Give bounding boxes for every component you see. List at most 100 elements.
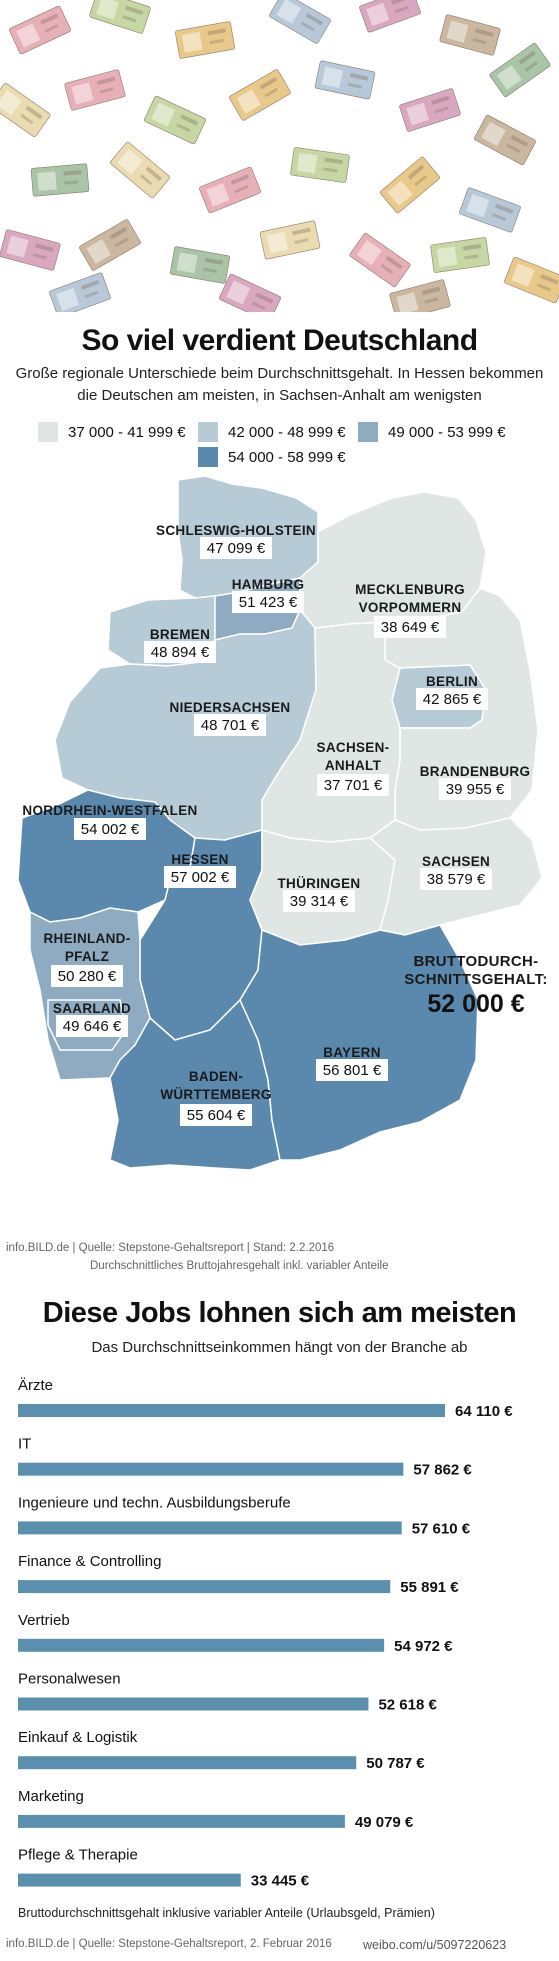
banknote: [290, 147, 350, 183]
banknote: [64, 69, 126, 111]
hero-banknotes-image: [0, 0, 559, 312]
value-box: [200, 537, 272, 559]
legend-swatch-3: [358, 422, 378, 442]
job-category-label: Pflege & Therapie: [18, 1847, 138, 1864]
banknote: [474, 114, 536, 166]
legend-swatch-2: [198, 422, 218, 442]
job-bar-row: Einkauf & Logistik 50 787 €: [18, 1729, 425, 1772]
state-name: BRANDENBURG: [420, 764, 531, 779]
value-box: [317, 774, 389, 796]
jobs-footnote: Bruttodurchschnittsgehalt inklusive vari…: [18, 1906, 435, 1920]
state-name: HESSEN: [171, 852, 228, 867]
value-box: [194, 714, 266, 736]
banknote: [439, 14, 501, 56]
banknote: [504, 256, 559, 304]
value-box: [51, 965, 123, 987]
job-bar: [18, 1814, 345, 1828]
state-shapes: [17, 475, 543, 1171]
legend-item-4: 54 000 - 58 999 €: [198, 447, 346, 467]
map-source-line-2: Durchschnittliches Bruttojahresgehalt in…: [90, 1260, 389, 1272]
state-label: BADEN- WÜRTTEMBERG 55 604 €: [160, 1069, 271, 1126]
state-label: HAMBURG 51 423 €: [232, 577, 305, 613]
state-label: RHEINLAND- PFALZ 50 280 €: [44, 931, 131, 987]
page-title: So viel verdient Deutschland: [81, 324, 478, 357]
banknote: [380, 156, 440, 214]
banknote: [489, 42, 551, 98]
state-value: 49 646 €: [63, 1018, 122, 1035]
banknote: [259, 220, 321, 260]
state-value: 37 701 €: [324, 777, 383, 794]
legend-item-1: 37 000 - 41 999 €: [38, 422, 186, 442]
state-value: 56 801 €: [323, 1062, 382, 1079]
legend-swatch-1: [38, 422, 58, 442]
state-label: SAARLAND 49 646 €: [53, 1001, 131, 1037]
job-category-label: Personalwesen: [18, 1671, 121, 1688]
state-name: RHEINLAND-: [44, 931, 131, 946]
legend-item-2: 42 000 - 48 999 €: [198, 422, 346, 442]
state-name: SCHLESWIG-HOLSTEIN: [156, 523, 316, 538]
banknote: [79, 219, 141, 271]
state-value: 51 423 €: [239, 594, 298, 611]
job-category-label: IT: [18, 1436, 31, 1453]
state-label: SACHSEN 38 579 €: [420, 854, 492, 890]
banknote: [175, 21, 235, 59]
job-value-label: 57 862 €: [413, 1462, 472, 1479]
state-name: ANHALT: [325, 758, 382, 773]
state-name: BREMEN: [150, 627, 210, 642]
job-bar-row: IT 57 862 €: [18, 1436, 472, 1479]
value-box: [420, 868, 492, 890]
job-category-label: Ärzte: [18, 1377, 53, 1394]
job-bar: [18, 1521, 402, 1535]
state-name: BERLIN: [426, 674, 478, 689]
value-box: [164, 866, 236, 888]
banknote: [349, 232, 411, 288]
state-value: 54 002 €: [81, 821, 140, 838]
state-label: NIEDERSACHSEN 48 701 €: [170, 700, 291, 736]
banknote: [170, 246, 230, 284]
state-value: 39 314 €: [290, 893, 349, 910]
watermark: weibo.com/u/5097220623: [363, 1938, 507, 1952]
state-label: NORDRHEIN-WESTFALEN 54 002 €: [22, 803, 197, 840]
jobs-bar-chart: Ärzte 64 110 € IT 57 862 € Ingenieure und te…: [18, 1377, 513, 1890]
value-box: [232, 591, 304, 613]
state-name: HAMBURG: [232, 577, 305, 592]
state-value: 50 280 €: [58, 968, 117, 985]
germany-salary-map: SCHLESWIG-HOLSTEIN 47 099 € HAMBURG 51 423 …: [17, 475, 547, 1171]
banknote: [219, 273, 281, 312]
banknote: [9, 5, 71, 55]
national-average-label-line2: SCHNITTSGEHALT:: [404, 971, 547, 988]
job-bar: [18, 1404, 445, 1417]
job-bar-row: Finance & Controlling 55 891 €: [18, 1553, 459, 1596]
job-value-label: 49 079 €: [355, 1814, 414, 1831]
state-name: NIEDERSACHSEN: [170, 700, 291, 715]
state-labels: SCHLESWIG-HOLSTEIN 47 099 € HAMBURG 51 423 …: [22, 523, 530, 1126]
legend-label-2: 42 000 - 48 999 €: [228, 423, 346, 441]
job-category-label: Vertrieb: [18, 1612, 70, 1629]
banknote: [430, 237, 490, 273]
state-name: VORPOMMERN: [359, 600, 462, 615]
map-source-line-1: info.BILD.de | Quelle: Stepstone-Gehalts…: [6, 1242, 335, 1254]
job-bar: [18, 1697, 369, 1711]
national-average-value: 52 000 €: [427, 990, 524, 1018]
legend-item-3: 49 000 - 53 999 €: [358, 422, 506, 442]
value-box: [283, 890, 355, 912]
banknote: [359, 0, 421, 33]
state-label: THÜRINGEN 39 314 €: [278, 876, 361, 912]
banknote: [49, 272, 111, 312]
legend-label-4: 54 000 - 58 999 €: [228, 448, 346, 466]
value-box: [374, 616, 446, 638]
state-value: 42 865 €: [423, 691, 482, 708]
job-bar: [18, 1873, 241, 1887]
job-bar-row: Ingenieure und techn. Ausbildungsberufe 5…: [18, 1494, 471, 1537]
banknote: [89, 0, 151, 34]
state-name: BADEN-: [189, 1069, 243, 1084]
state-name: THÜRINGEN: [278, 876, 361, 891]
state-name: SAARLAND: [53, 1001, 131, 1016]
value-box: [144, 641, 216, 663]
state-label: BAYERN 56 801 €: [316, 1045, 388, 1081]
job-value-label: 54 972 €: [394, 1638, 453, 1655]
state-value: 47 099 €: [207, 540, 266, 557]
state-bayern: [239, 924, 479, 1161]
state-value: 48 894 €: [151, 644, 210, 661]
job-value-label: 33 445 €: [251, 1873, 310, 1890]
